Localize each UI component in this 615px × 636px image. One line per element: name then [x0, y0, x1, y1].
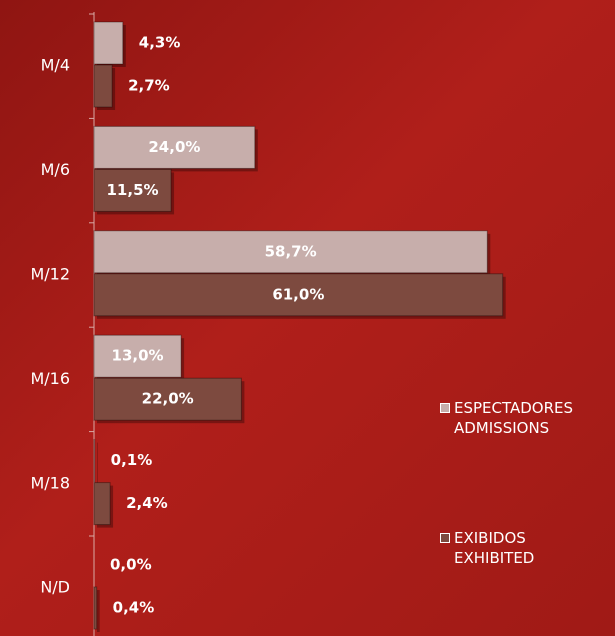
data-label: 2,4% [126, 494, 168, 512]
bar [93, 230, 488, 274]
bar [93, 125, 256, 169]
legend-label: ESPECTADORES ADMISSIONS [454, 399, 574, 437]
legend-item: EXIBIDOS EXHIBITED [440, 528, 534, 568]
data-label: 0,1% [111, 451, 153, 469]
bar [93, 377, 242, 421]
data-label: 24,0% [148, 138, 200, 156]
bar [93, 64, 113, 108]
data-label: 2,7% [128, 77, 170, 95]
category-label: M/16 [30, 369, 70, 388]
bar-shadow [97, 590, 100, 632]
category-label: M/6 [41, 160, 70, 179]
legend-swatch [440, 533, 450, 543]
category-label: N/D [40, 578, 70, 597]
category-label: M/18 [30, 473, 70, 492]
data-label: 4,3% [139, 34, 181, 52]
data-label: 22,0% [142, 390, 194, 408]
legend-item: ESPECTADORES ADMISSIONS [440, 398, 573, 438]
legend-swatch [440, 403, 450, 413]
data-label: 0,4% [113, 599, 155, 617]
data-label: 61,0% [272, 285, 324, 303]
bar-shadow [97, 442, 98, 485]
bar [93, 21, 124, 65]
bar [93, 482, 111, 526]
data-label: 13,0% [112, 347, 164, 365]
category-label: M/12 [30, 265, 70, 284]
category-label: M/4 [41, 56, 70, 75]
data-label: 0,0% [110, 556, 152, 574]
data-label: 58,7% [265, 242, 317, 260]
legend-label: EXIBIDOS EXHIBITED [454, 529, 535, 567]
bar [93, 334, 182, 378]
data-label: 11,5% [107, 181, 159, 199]
bar [93, 586, 98, 630]
bar [93, 439, 96, 483]
bar [93, 168, 172, 212]
bar [93, 273, 504, 317]
